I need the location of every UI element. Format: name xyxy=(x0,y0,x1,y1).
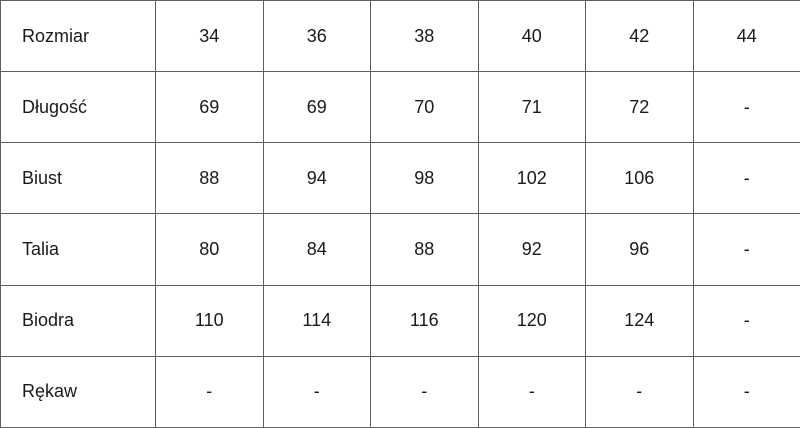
value-cell: - xyxy=(585,355,694,428)
row-label: Biust xyxy=(0,142,156,215)
value-cell: - xyxy=(262,355,371,428)
value-cell: 110 xyxy=(155,284,264,357)
value-cell: - xyxy=(370,355,479,428)
table-row-talia: Talia 80 84 88 92 96 - xyxy=(0,213,800,286)
value-cell: 71 xyxy=(477,71,586,144)
value-cell: 88 xyxy=(370,213,479,286)
size-cell: 34 xyxy=(155,0,264,73)
value-cell: 94 xyxy=(262,142,371,215)
value-cell: - xyxy=(477,355,586,428)
value-cell: 102 xyxy=(477,142,586,215)
size-cell: 38 xyxy=(370,0,479,73)
value-cell: - xyxy=(155,355,264,428)
value-cell: - xyxy=(692,284,800,357)
row-label: Długość xyxy=(0,71,156,144)
value-cell: 69 xyxy=(262,71,371,144)
value-cell: 88 xyxy=(155,142,264,215)
value-cell: 92 xyxy=(477,213,586,286)
value-cell: 106 xyxy=(585,142,694,215)
row-label: Rozmiar xyxy=(0,0,156,73)
value-cell: - xyxy=(692,355,800,428)
value-cell: 114 xyxy=(262,284,371,357)
value-cell: 69 xyxy=(155,71,264,144)
table-row-dlugosc: Długość 69 69 70 71 72 - xyxy=(0,71,800,144)
table-row-rekaw: Rękaw - - - - - - xyxy=(0,355,800,428)
size-cell: 40 xyxy=(477,0,586,73)
value-cell: 124 xyxy=(585,284,694,357)
value-cell: 72 xyxy=(585,71,694,144)
size-cell: 42 xyxy=(585,0,694,73)
value-cell: 84 xyxy=(262,213,371,286)
size-cell: 36 xyxy=(262,0,371,73)
size-cell: 44 xyxy=(692,0,800,73)
value-cell: - xyxy=(692,213,800,286)
value-cell: 96 xyxy=(585,213,694,286)
value-cell: - xyxy=(692,71,800,144)
value-cell: 70 xyxy=(370,71,479,144)
row-label: Talia xyxy=(0,213,156,286)
row-label: Biodra xyxy=(0,284,156,357)
table-row-biodra: Biodra 110 114 116 120 124 - xyxy=(0,284,800,357)
table-row-rozmiar: Rozmiar 34 36 38 40 42 44 xyxy=(0,0,800,73)
value-cell: 98 xyxy=(370,142,479,215)
table-row-biust: Biust 88 94 98 102 106 - xyxy=(0,142,800,215)
value-cell: - xyxy=(692,142,800,215)
value-cell: 80 xyxy=(155,213,264,286)
row-label: Rękaw xyxy=(0,355,156,428)
value-cell: 120 xyxy=(477,284,586,357)
value-cell: 116 xyxy=(370,284,479,357)
